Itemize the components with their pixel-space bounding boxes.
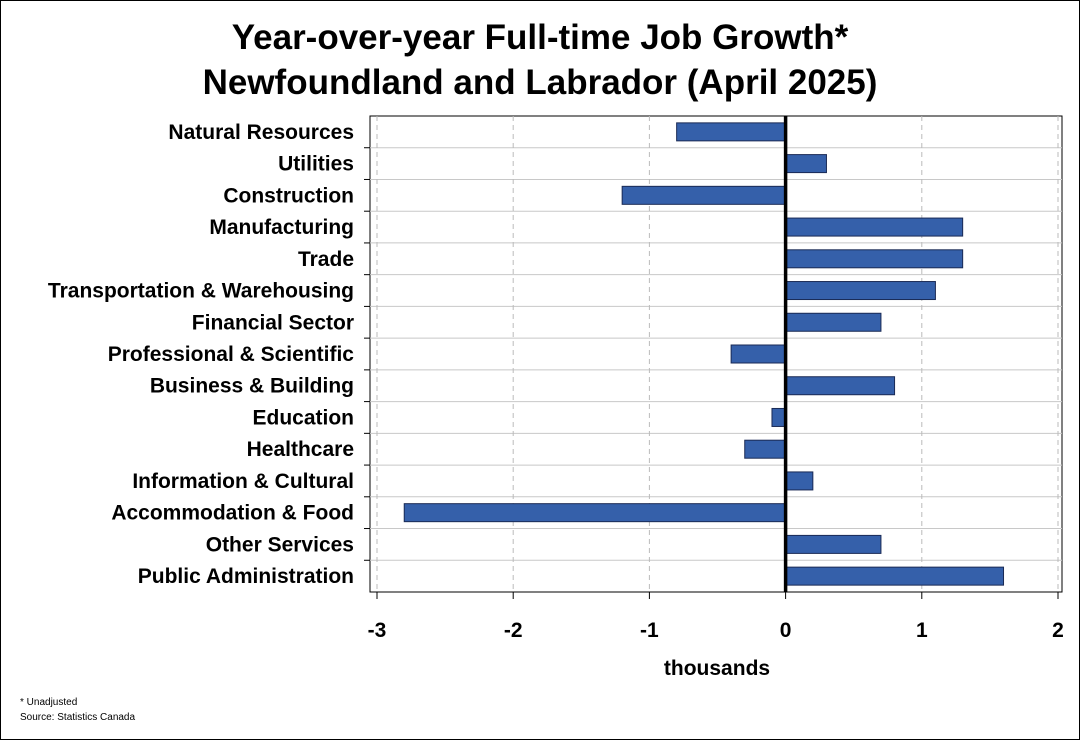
x-tick-label: -1 <box>640 619 659 642</box>
bar-transportation-warehousing <box>785 281 936 301</box>
category-label: Professional & Scientific <box>108 343 355 366</box>
source-note: Source: Statistics Canada <box>20 712 136 723</box>
bar-financial-sector <box>785 312 882 332</box>
category-label: Manufacturing <box>209 216 354 239</box>
x-tick-label: 2 <box>1052 619 1064 642</box>
bar-trade <box>785 249 964 269</box>
bar-manufacturing <box>785 217 964 237</box>
bar-natural-resources <box>676 122 787 142</box>
category-label: Business & Building <box>150 375 354 398</box>
bar-professional-scientific <box>730 344 787 364</box>
category-label: Information & Cultural <box>132 470 354 493</box>
bar-public-administration <box>785 566 1005 586</box>
bar-utilities <box>785 154 827 174</box>
bar-construction <box>621 185 787 205</box>
x-tick-label: -3 <box>368 619 387 642</box>
bar-information-cultural <box>785 471 814 491</box>
x-tick-label: 1 <box>916 619 928 642</box>
bar-other-services <box>785 534 882 554</box>
chart-title-line2: Newfoundland and Labrador (April 2025) <box>202 63 878 102</box>
category-label: Accommodation & Food <box>111 502 354 525</box>
footnote: * Unadjusted <box>20 697 78 708</box>
category-label: Financial Sector <box>192 311 354 334</box>
category-label: Trade <box>298 248 354 271</box>
bar-business-building <box>785 376 896 396</box>
category-label: Education <box>252 406 354 429</box>
bar-accommodation-food <box>403 503 787 523</box>
x-tick-label: 0 <box>780 619 792 642</box>
bar-healthcare <box>744 439 787 459</box>
category-label: Healthcare <box>247 438 354 461</box>
category-label: Public Administration <box>138 565 354 588</box>
category-label: Construction <box>223 184 354 207</box>
x-axis-label: thousands <box>664 657 770 680</box>
category-label: Other Services <box>206 533 354 556</box>
category-label: Transportation & Warehousing <box>48 280 354 303</box>
category-label: Utilities <box>278 153 354 176</box>
x-tick-label: -2 <box>504 619 523 642</box>
chart-title-line1: Year-over-year Full-time Job Growth* <box>231 18 849 57</box>
category-label: Natural Resources <box>168 121 354 144</box>
bar-education <box>771 407 787 427</box>
